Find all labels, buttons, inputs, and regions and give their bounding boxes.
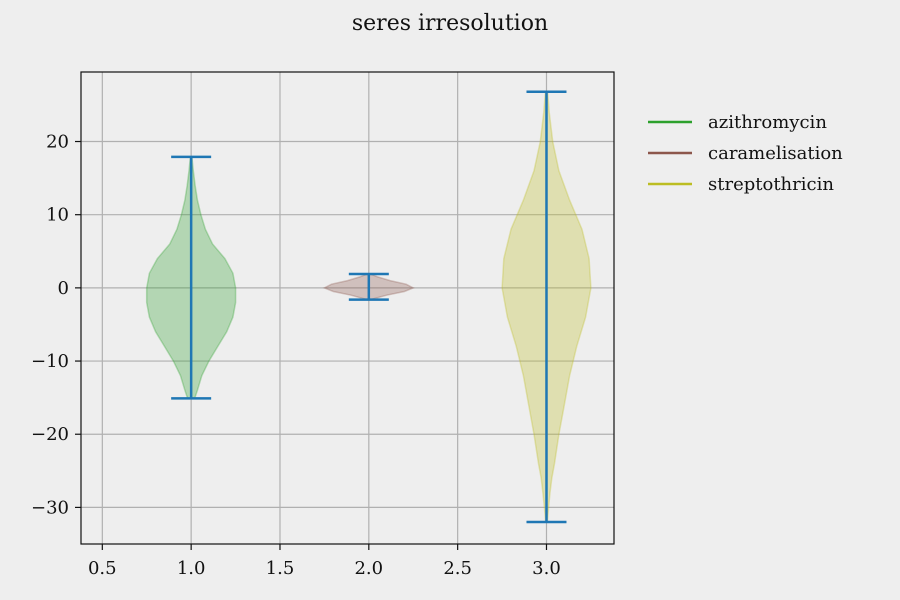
y-tick-label: 20 xyxy=(46,132,69,153)
y-tick-label: −30 xyxy=(31,497,69,518)
x-tick-label: 1.5 xyxy=(266,558,295,579)
legend-label: streptothricin xyxy=(708,174,834,195)
chart-title: seres irresolution xyxy=(352,11,548,36)
x-tick-label: 2.0 xyxy=(354,558,383,579)
x-tick-label: 2.5 xyxy=(443,558,472,579)
x-tick-label: 1.0 xyxy=(177,558,206,579)
x-tick-label: 0.5 xyxy=(88,558,117,579)
x-axis-ticks: 0.5 1.0 1.5 2.0 2.5 3.0 xyxy=(88,544,561,579)
extrema-markers xyxy=(171,90,567,524)
y-tick-label: −20 xyxy=(31,424,69,445)
plot-area-frame xyxy=(80,71,615,545)
legend: azithromycin caramelisation streptothricin xyxy=(648,112,843,195)
legend-label: caramelisation xyxy=(708,143,843,164)
y-axis-ticks: −30 −20 −10 0 10 20 xyxy=(31,132,81,518)
y-tick-label: 10 xyxy=(46,205,69,226)
y-tick-label: −10 xyxy=(31,351,69,372)
y-tick-label: 0 xyxy=(58,278,69,299)
x-tick-label: 3.0 xyxy=(532,558,561,579)
legend-label: azithromycin xyxy=(708,112,827,133)
